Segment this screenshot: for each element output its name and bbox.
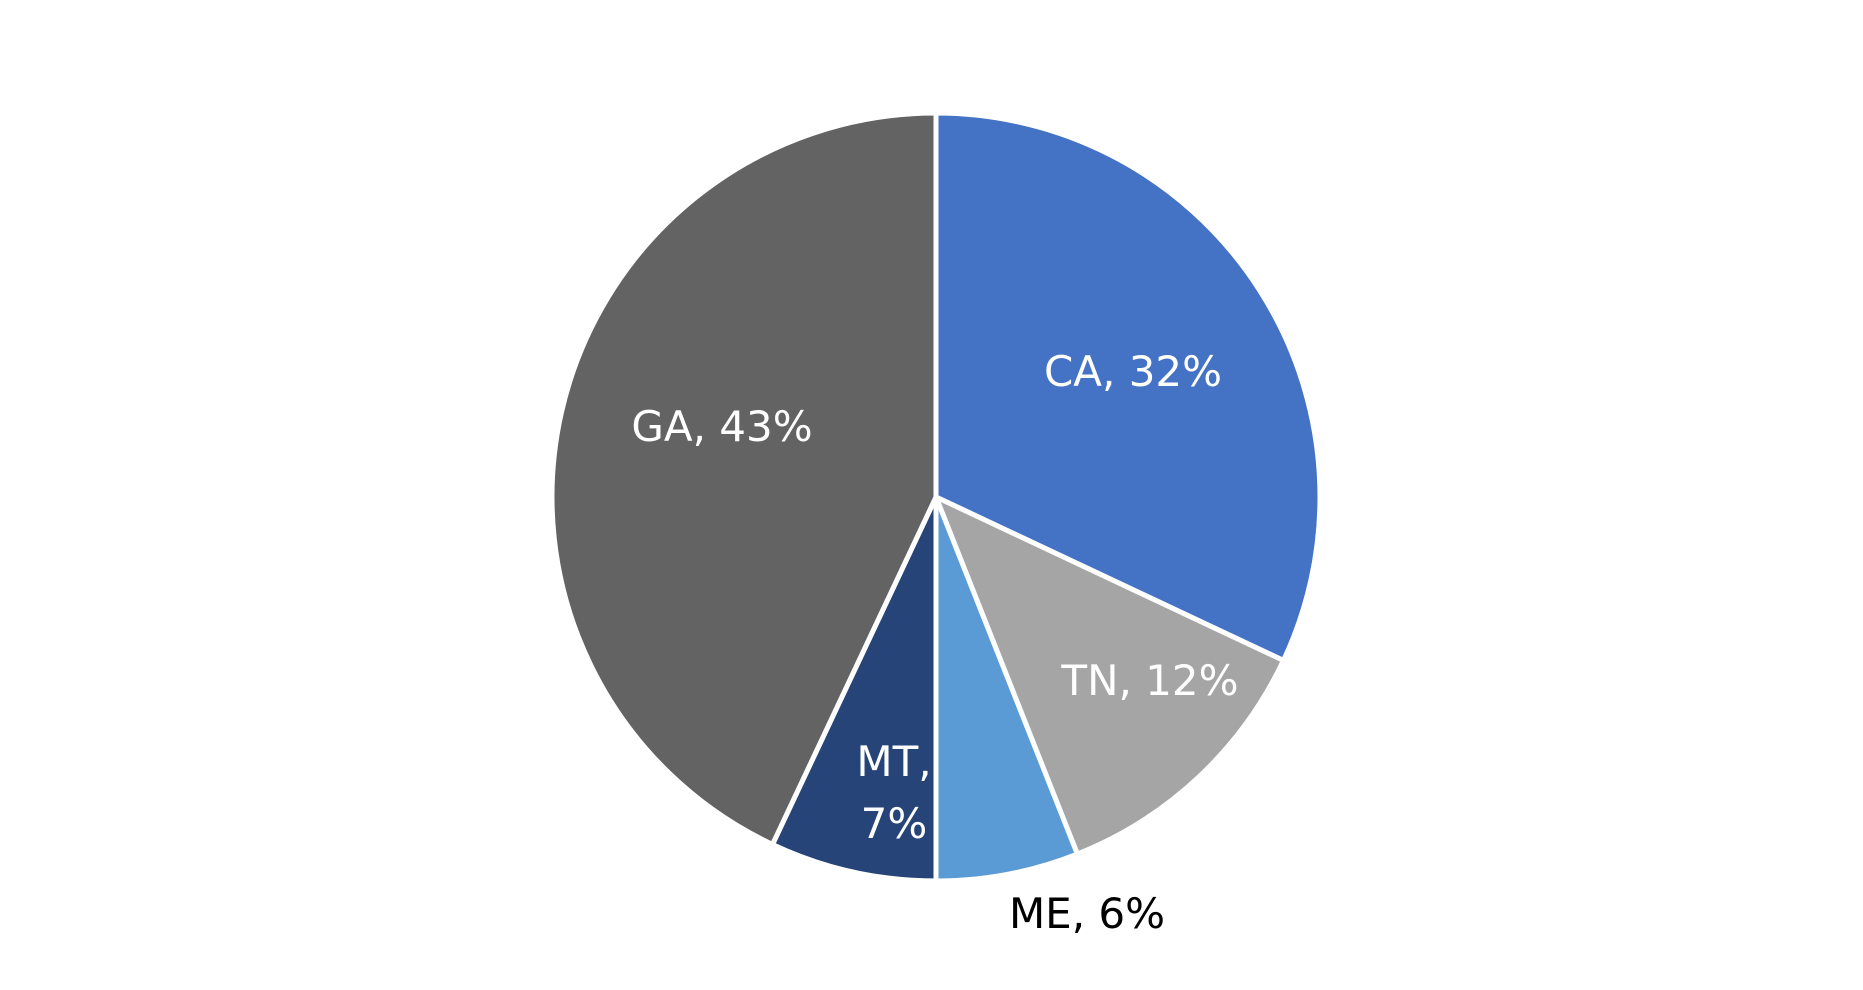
data-label-line: 7% [861, 799, 928, 848]
pie-slice-ca [933, 110, 1323, 664]
pie-data-labels: CA, 32% TN, 12% ME, 6% MT, 7% GA, 43% [631, 347, 1238, 938]
pie-slice-mt [769, 495, 939, 884]
pie-slice-ga [549, 110, 939, 848]
data-label-me: ME, 6% [1009, 889, 1165, 938]
data-label-mt: MT, 7% [856, 737, 931, 848]
pie-slice-tn [931, 492, 1287, 858]
data-label-ca: CA, 32% [1044, 347, 1222, 396]
pie-slice-me [933, 496, 1081, 884]
data-label-line: MT, [856, 737, 931, 786]
data-label-ga: GA, 43% [631, 402, 812, 451]
pie-slices [549, 110, 1323, 884]
data-label-tn: TN, 12% [1060, 656, 1238, 705]
